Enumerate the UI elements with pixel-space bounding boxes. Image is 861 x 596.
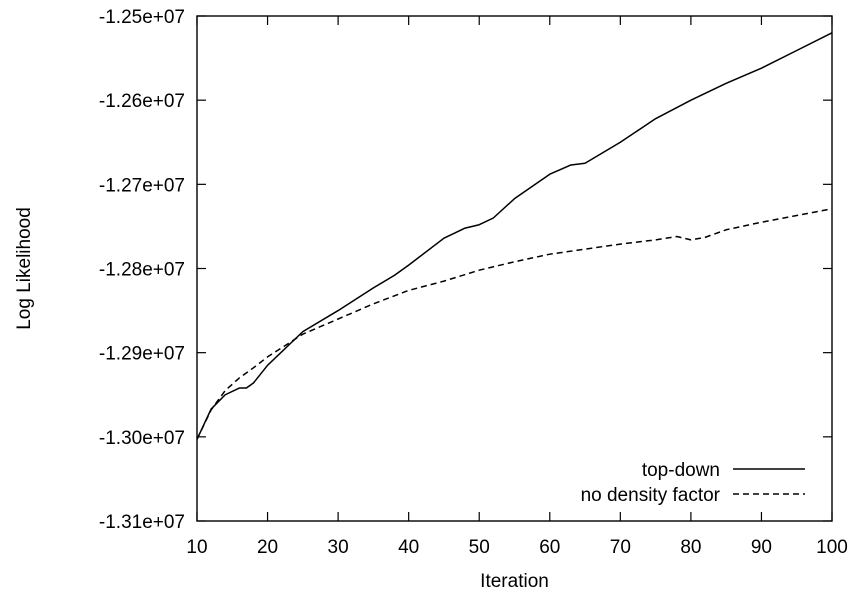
ticks-layer: 10 20 30 40 50 60 70 80 90 100 -1.31e+07 -1.30e+07 -… bbox=[99, 7, 848, 558]
legend: top-down no density factor bbox=[581, 460, 805, 506]
x-tick-label: 30 bbox=[328, 537, 349, 558]
y-tick-label: -1.31e+07 bbox=[99, 512, 185, 533]
x-tick-label: 40 bbox=[398, 537, 419, 558]
x-tick-label: 20 bbox=[257, 537, 278, 558]
y-tick-label: -1.29e+07 bbox=[99, 344, 185, 365]
x-axis-title: Iteration bbox=[480, 571, 549, 592]
y-tick-label: -1.26e+07 bbox=[99, 91, 185, 112]
y-axis-title: Log Likelihood bbox=[14, 207, 35, 330]
x-tick-label: 90 bbox=[751, 537, 772, 558]
y-tick-label: -1.30e+07 bbox=[99, 428, 185, 449]
y-tick-label: -1.28e+07 bbox=[99, 260, 185, 281]
x-tick-label: 60 bbox=[539, 537, 560, 558]
x-tick-label: 80 bbox=[680, 537, 701, 558]
series-line-top-down bbox=[196, 32, 833, 440]
y-tick-label: -1.25e+07 bbox=[99, 7, 185, 28]
legend-label: no density factor bbox=[581, 485, 721, 506]
x-tick-label: 50 bbox=[469, 537, 490, 558]
x-tick-label: 10 bbox=[186, 537, 207, 558]
series-line-no-density-factor bbox=[196, 208, 833, 440]
y-axis-title-group: Log Likelihood bbox=[14, 207, 35, 330]
x-tick-label: 70 bbox=[610, 537, 631, 558]
y-tick-label: -1.27e+07 bbox=[99, 175, 185, 196]
series-layer bbox=[196, 32, 833, 440]
legend-label: top-down bbox=[642, 460, 720, 481]
x-tick-label: 100 bbox=[816, 537, 848, 558]
plot-frame bbox=[196, 15, 833, 522]
